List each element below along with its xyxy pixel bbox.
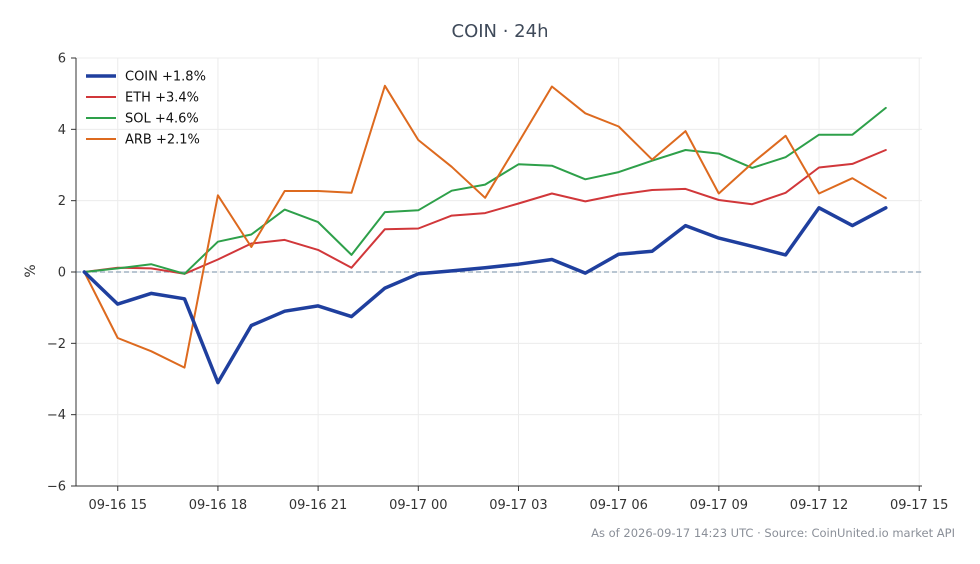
footer-source: As of 2026-09-17 14:23 UTC · Source: Coi… bbox=[591, 526, 955, 540]
x-tick-label: 09-17 09 bbox=[690, 498, 748, 513]
series-lines bbox=[82, 84, 888, 385]
y-tick-label: 6 bbox=[58, 52, 66, 67]
series-line-eth bbox=[83, 149, 887, 275]
legend-label: SOL +4.6% bbox=[125, 112, 199, 127]
x-ticks: 09-16 15 09-16 18 09-16 21 09-17 00 09-17 03… bbox=[89, 486, 948, 513]
x-tick-label: 09-17 15 bbox=[890, 498, 948, 513]
y-tick-label: 0 bbox=[58, 266, 66, 281]
y-tick-label: 2 bbox=[58, 194, 66, 209]
x-tick-label: 09-17 12 bbox=[790, 498, 848, 513]
y-tick-label: −2 bbox=[47, 337, 66, 352]
x-tick-label: 09-16 15 bbox=[89, 498, 147, 513]
y-tick-label: −4 bbox=[47, 408, 66, 423]
x-tick-label: 09-17 03 bbox=[489, 498, 547, 513]
series-line-arb bbox=[83, 84, 887, 369]
y-tick-label: −6 bbox=[47, 480, 66, 495]
series-line-sol bbox=[83, 106, 887, 275]
y-ticks: −6 −4 −2 0 2 4 6 bbox=[47, 52, 76, 495]
x-tick-label: 09-16 21 bbox=[289, 498, 347, 513]
x-tick-label: 09-17 00 bbox=[389, 498, 447, 513]
legend-label: ARB +2.1% bbox=[125, 133, 200, 148]
chart-title: COIN · 24h bbox=[452, 21, 549, 42]
series-line-coin bbox=[82, 206, 888, 385]
x-tick-label: 09-16 18 bbox=[189, 498, 247, 513]
legend: COIN +1.8% ETH +3.4% SOL +4.6% ARB +2.1% bbox=[86, 70, 206, 148]
y-tick-label: 4 bbox=[58, 123, 66, 138]
legend-label: ETH +3.4% bbox=[125, 91, 199, 106]
legend-label: COIN +1.8% bbox=[125, 70, 206, 85]
x-tick-label: 09-17 06 bbox=[589, 498, 647, 513]
y-axis-label: % bbox=[23, 264, 39, 277]
